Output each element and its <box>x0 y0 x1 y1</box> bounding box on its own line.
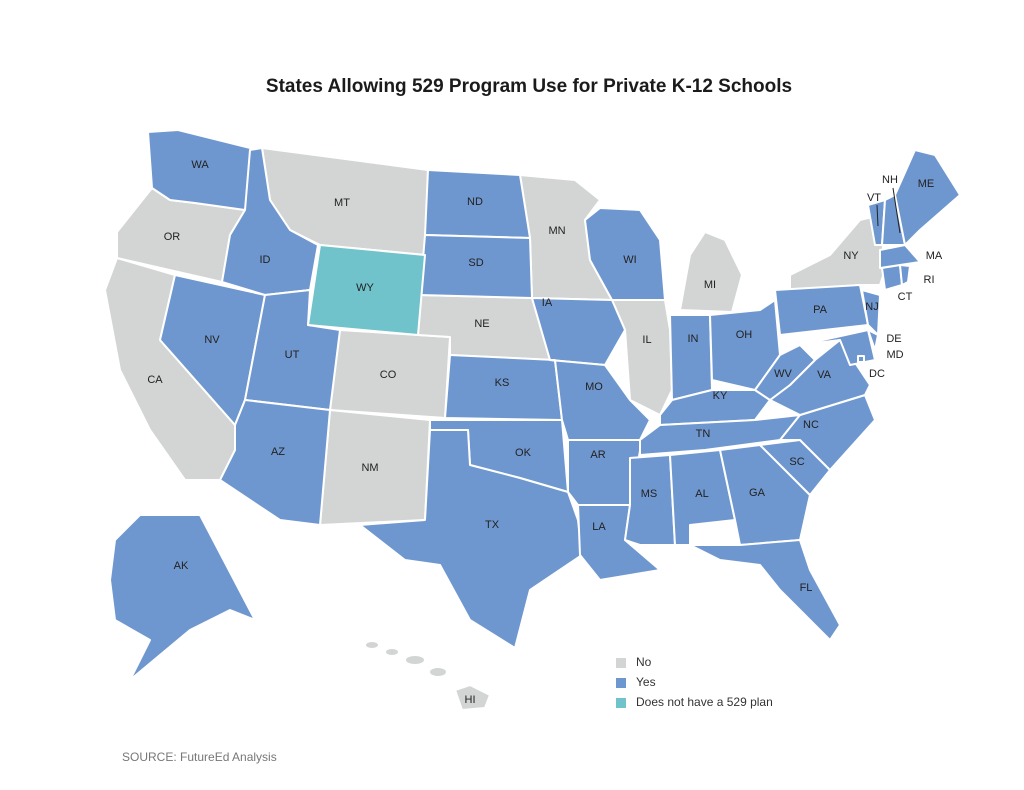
legend-swatch <box>616 678 626 688</box>
state-label: CT <box>898 291 913 303</box>
state-label: MN <box>548 225 565 237</box>
state-label: MI <box>704 279 716 291</box>
state-label: FL <box>800 582 813 594</box>
state-label: AR <box>590 449 605 461</box>
state-label: DE <box>886 333 901 345</box>
state-label: DC <box>869 368 885 380</box>
state-label: WY <box>356 282 374 294</box>
state-label: ME <box>918 178 935 190</box>
state-label: NH <box>882 174 898 186</box>
island <box>430 668 446 676</box>
state-label: ND <box>467 196 483 208</box>
state-label: RI <box>924 274 935 286</box>
state-label: NV <box>204 334 220 346</box>
source-note: SOURCE: FutureEd Analysis <box>122 750 277 764</box>
state-shape <box>679 231 743 313</box>
state-label: NC <box>803 419 819 431</box>
state-shape <box>624 454 676 546</box>
state-shape <box>689 539 841 641</box>
state-label: NM <box>361 462 378 474</box>
state-shape <box>894 149 961 246</box>
state-label: CO <box>380 369 397 381</box>
legend-label: Does not have a 529 plan <box>636 695 773 709</box>
state-label: MO <box>585 381 603 393</box>
island <box>406 656 424 664</box>
state-label: CA <box>147 374 163 386</box>
state-shape <box>857 355 865 363</box>
state-label: WA <box>191 159 209 171</box>
legend-swatch <box>616 658 626 668</box>
state-label: NE <box>474 318 489 330</box>
state-label: MT <box>334 197 350 209</box>
state-label: IL <box>642 334 651 346</box>
legend-label: Yes <box>636 675 656 689</box>
state-label: TX <box>485 519 500 531</box>
state-shape <box>584 207 666 301</box>
leader-line <box>892 187 901 234</box>
state-label: PA <box>813 304 828 316</box>
legend-swatch <box>616 698 626 708</box>
state-label: MS <box>641 488 658 500</box>
state-label: OH <box>736 329 753 341</box>
state-shape <box>307 244 426 336</box>
state-shape <box>899 264 911 286</box>
state-label: AZ <box>271 446 285 458</box>
state-label: OR <box>164 231 181 243</box>
state-label: WV <box>774 368 792 380</box>
state-label: AL <box>695 488 708 500</box>
state-label: GA <box>749 487 766 499</box>
state-label: TN <box>696 428 711 440</box>
state-label: OK <box>515 447 532 459</box>
state-labels: OR CA MT CO NM NE MN MI IL NY HI WA ID NV UT AZ ND SD KS OK… <box>147 159 943 706</box>
state-shape <box>219 399 331 526</box>
state-label: VA <box>817 369 832 381</box>
state-shape <box>109 514 256 681</box>
state-shape <box>359 429 583 649</box>
state-shape <box>454 684 491 711</box>
state-shape <box>879 244 921 269</box>
state-shape <box>867 329 879 351</box>
state-label: VT <box>867 192 881 204</box>
state-label: IN <box>688 333 699 345</box>
state-label: MA <box>926 250 943 262</box>
leader-line <box>876 204 879 227</box>
island <box>386 649 398 655</box>
state-shape <box>531 297 626 366</box>
state-label: MD <box>886 349 903 361</box>
state-label: AK <box>174 560 189 572</box>
state-shape <box>669 314 713 401</box>
legend: No Yes Does not have a 529 plan <box>616 655 773 709</box>
legend-label: No <box>636 655 652 669</box>
state-label: KY <box>713 390 728 402</box>
state-label: KS <box>495 377 510 389</box>
map-title: States Allowing 529 Program Use for Priv… <box>266 76 792 97</box>
state-shape <box>611 299 673 416</box>
state-label: HI <box>465 694 476 706</box>
state-label: UT <box>285 349 300 361</box>
state-shape <box>754 344 816 401</box>
state-label: LA <box>592 521 606 533</box>
state-label: SD <box>468 257 483 269</box>
state-label: IA <box>542 297 553 309</box>
state-label: SC <box>789 456 804 468</box>
state-label: NY <box>843 250 859 262</box>
states <box>104 129 961 711</box>
state-label: NJ <box>865 301 878 313</box>
state-shape <box>881 264 903 291</box>
state-shape <box>147 129 259 211</box>
state-label: WI <box>623 254 636 266</box>
island <box>366 642 378 648</box>
state-label: ID <box>260 254 271 266</box>
